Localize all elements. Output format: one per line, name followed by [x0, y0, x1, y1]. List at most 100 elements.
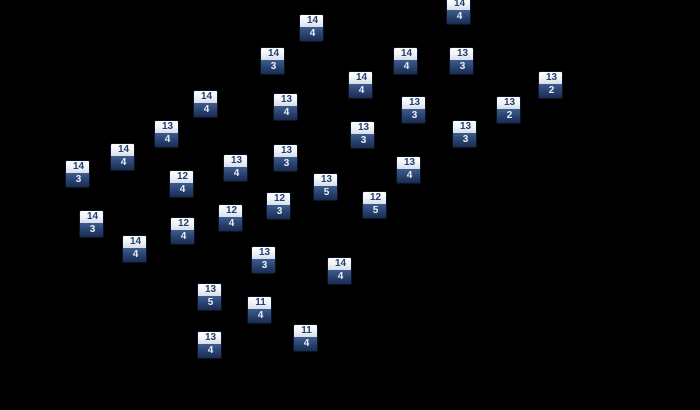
- map-marker[interactable]: 12 4: [169, 170, 194, 198]
- map-marker[interactable]: 14 4: [393, 47, 418, 75]
- marker-top-value: 13: [274, 94, 297, 106]
- marker-top-value: 14: [111, 144, 134, 156]
- map-marker[interactable]: 11 4: [247, 296, 272, 324]
- marker-top-value: 13: [198, 332, 221, 344]
- marker-bottom-value: 2: [539, 84, 562, 98]
- marker-bottom-value: 5: [198, 296, 221, 310]
- map-marker[interactable]: 13 3: [251, 246, 276, 274]
- marker-bottom-value: 3: [66, 173, 89, 187]
- marker-bottom-value: 3: [402, 109, 425, 123]
- map-marker[interactable]: 14 4: [110, 143, 135, 171]
- marker-top-value: 14: [66, 161, 89, 173]
- marker-top-value: 13: [252, 247, 275, 259]
- map-marker[interactable]: 12 5: [362, 191, 387, 219]
- marker-top-value: 11: [294, 325, 317, 337]
- map-marker[interactable]: 13 3: [273, 144, 298, 172]
- map-marker[interactable]: 14 4: [122, 235, 147, 263]
- marker-top-value: 14: [261, 48, 284, 60]
- marker-bottom-value: 3: [450, 60, 473, 74]
- map-marker[interactable]: 14 4: [193, 90, 218, 118]
- marker-bottom-value: 4: [248, 309, 271, 323]
- map-marker[interactable]: 13 4: [223, 154, 248, 182]
- marker-bottom-value: 2: [497, 109, 520, 123]
- map-marker[interactable]: 12 3: [266, 192, 291, 220]
- marker-top-value: 14: [349, 72, 372, 84]
- map-marker[interactable]: 13 4: [154, 120, 179, 148]
- marker-bottom-value: 4: [219, 217, 242, 231]
- marker-bottom-value: 4: [171, 230, 194, 244]
- marker-bottom-value: 4: [300, 27, 323, 41]
- marker-top-value: 12: [219, 205, 242, 217]
- marker-bottom-value: 3: [351, 134, 374, 148]
- marker-bottom-value: 4: [198, 344, 221, 358]
- marker-top-value: 14: [300, 15, 323, 27]
- marker-bottom-value: 3: [453, 133, 476, 147]
- marker-bottom-value: 4: [123, 248, 146, 262]
- map-marker[interactable]: 13 3: [401, 96, 426, 124]
- marker-top-value: 13: [274, 145, 297, 157]
- marker-top-value: 14: [123, 236, 146, 248]
- map-marker[interactable]: 13 2: [496, 96, 521, 124]
- marker-bottom-value: 4: [328, 270, 351, 284]
- map-marker[interactable]: 14 3: [65, 160, 90, 188]
- marker-top-value: 12: [363, 192, 386, 204]
- map-marker[interactable]: 11 4: [293, 324, 318, 352]
- marker-top-value: 11: [248, 297, 271, 309]
- marker-top-value: 14: [394, 48, 417, 60]
- marker-top-value: 14: [447, 0, 470, 10]
- marker-top-value: 13: [314, 174, 337, 186]
- map-marker[interactable]: 14 4: [299, 14, 324, 42]
- marker-bottom-value: 4: [170, 183, 193, 197]
- map-marker[interactable]: 13 3: [449, 47, 474, 75]
- marker-top-value: 14: [194, 91, 217, 103]
- map-marker[interactable]: 12 4: [170, 217, 195, 245]
- marker-bottom-value: 4: [155, 133, 178, 147]
- marker-top-value: 13: [539, 72, 562, 84]
- marker-top-value: 13: [450, 48, 473, 60]
- marker-top-value: 13: [453, 121, 476, 133]
- marker-bottom-value: 5: [363, 204, 386, 218]
- marker-bottom-value: 5: [314, 186, 337, 200]
- marker-top-value: 13: [497, 97, 520, 109]
- marker-bottom-value: 4: [447, 10, 470, 24]
- marker-bottom-value: 4: [194, 103, 217, 117]
- marker-bottom-value: 4: [394, 60, 417, 74]
- map-marker[interactable]: 14 3: [260, 47, 285, 75]
- marker-top-value: 13: [397, 157, 420, 169]
- map-marker[interactable]: 13 4: [273, 93, 298, 121]
- map-marker[interactable]: 13 5: [313, 173, 338, 201]
- marker-bottom-value: 4: [397, 169, 420, 183]
- marker-bottom-value: 3: [261, 60, 284, 74]
- marker-bottom-value: 4: [224, 167, 247, 181]
- marker-top-value: 14: [328, 258, 351, 270]
- map-marker[interactable]: 13 3: [452, 120, 477, 148]
- marker-bottom-value: 3: [274, 157, 297, 171]
- marker-top-value: 14: [80, 211, 103, 223]
- marker-top-value: 13: [351, 122, 374, 134]
- map-marker[interactable]: 13 4: [396, 156, 421, 184]
- marker-top-value: 13: [224, 155, 247, 167]
- marker-bottom-value: 3: [252, 259, 275, 273]
- marker-top-value: 12: [171, 218, 194, 230]
- marker-bottom-value: 4: [294, 337, 317, 351]
- marker-bottom-value: 4: [274, 106, 297, 120]
- map-marker[interactable]: 13 4: [197, 331, 222, 359]
- map-marker[interactable]: 13 2: [538, 71, 563, 99]
- map-marker[interactable]: 14 4: [446, 0, 471, 25]
- marker-bottom-value: 4: [111, 156, 134, 170]
- map-marker[interactable]: 14 4: [327, 257, 352, 285]
- map-marker[interactable]: 14 4: [348, 71, 373, 99]
- marker-top-value: 13: [402, 97, 425, 109]
- marker-top-value: 13: [198, 284, 221, 296]
- marker-bottom-value: 3: [267, 205, 290, 219]
- marker-bottom-value: 3: [80, 223, 103, 237]
- marker-top-value: 13: [155, 121, 178, 133]
- marker-bottom-value: 4: [349, 84, 372, 98]
- map-marker[interactable]: 12 4: [218, 204, 243, 232]
- map-marker[interactable]: 13 3: [350, 121, 375, 149]
- map-marker[interactable]: 13 5: [197, 283, 222, 311]
- marker-top-value: 12: [170, 171, 193, 183]
- map-marker[interactable]: 14 3: [79, 210, 104, 238]
- marker-top-value: 12: [267, 193, 290, 205]
